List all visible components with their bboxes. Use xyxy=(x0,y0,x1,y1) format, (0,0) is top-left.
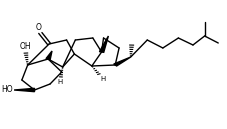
Text: H: H xyxy=(57,79,62,85)
Polygon shape xyxy=(46,51,52,59)
Polygon shape xyxy=(114,57,131,66)
Text: HO: HO xyxy=(1,86,13,95)
Text: H: H xyxy=(101,76,106,82)
Text: OH: OH xyxy=(20,42,32,51)
Polygon shape xyxy=(14,88,35,92)
Polygon shape xyxy=(99,36,108,52)
Text: O: O xyxy=(35,23,41,32)
